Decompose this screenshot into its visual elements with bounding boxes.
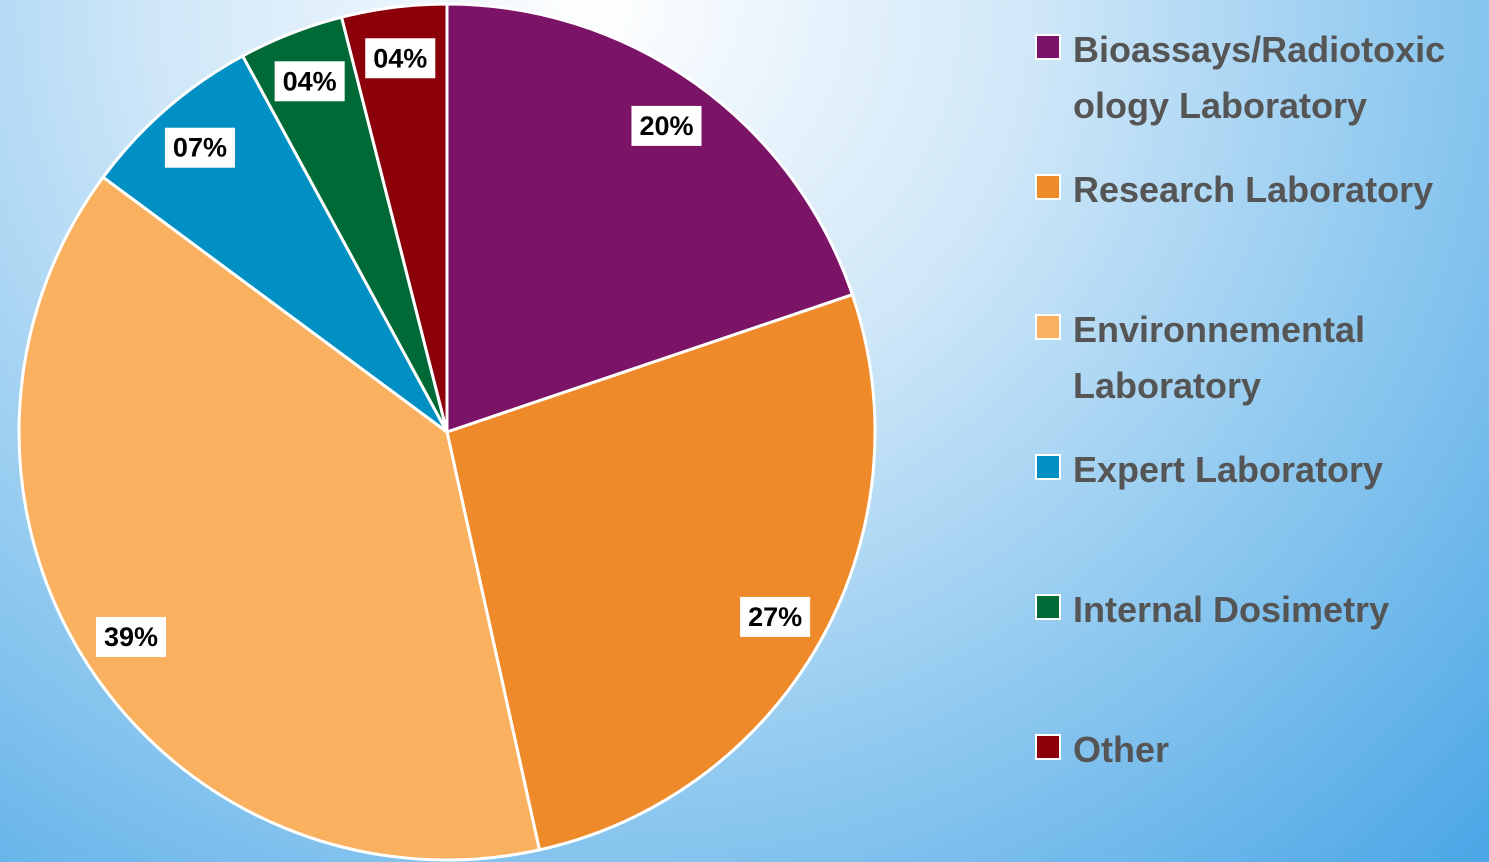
data-label-text: 20% xyxy=(639,111,693,141)
legend-swatch xyxy=(1035,174,1061,200)
pie-slice xyxy=(17,175,542,862)
data-label: 07% xyxy=(164,127,235,168)
data-label-box xyxy=(631,105,702,146)
legend-item: Internal Dosimetry xyxy=(1035,582,1463,638)
data-label: 04% xyxy=(365,38,436,79)
pie-slice xyxy=(445,292,877,852)
data-label-text: 39% xyxy=(104,622,158,652)
data-label: 39% xyxy=(95,616,167,657)
data-label-box xyxy=(274,61,345,102)
legend-label: Internal Dosimetry xyxy=(1073,589,1390,630)
legend-swatch xyxy=(1035,314,1061,340)
data-label-text: 27% xyxy=(748,602,802,632)
pie-slice xyxy=(339,2,449,433)
legend-item: Environnemental Laboratory xyxy=(1035,302,1463,414)
data-label-box xyxy=(95,616,167,657)
legend-swatch xyxy=(1035,454,1061,480)
legend-swatch xyxy=(1035,594,1061,620)
data-label: 04% xyxy=(274,61,345,102)
data-label-text: 04% xyxy=(373,43,427,73)
pie-slice xyxy=(445,2,855,435)
legend: Bioassays/Radiotoxicology Laboratory Rese… xyxy=(1035,0,1489,862)
legend-label: Environnemental Laboratory xyxy=(1073,309,1366,406)
legend-item: Bioassays/Radiotoxicology Laboratory xyxy=(1035,22,1463,134)
legend-label: Bioassays/Radiotoxicology Laboratory xyxy=(1073,29,1446,126)
legend-swatch xyxy=(1035,34,1061,60)
data-label: 20% xyxy=(631,105,702,146)
legend-item: Other xyxy=(1035,722,1463,778)
legend-label: Other xyxy=(1073,729,1170,770)
pie-chart: 20% 27% 39% 07% 04% 04% xyxy=(17,2,877,862)
data-label-box xyxy=(365,38,436,79)
legend-item: Expert Laboratory xyxy=(1035,442,1463,498)
data-label-box xyxy=(164,127,235,168)
data-label-text: 04% xyxy=(283,66,337,96)
legend-label: Expert Laboratory xyxy=(1073,449,1384,490)
legend-label: Research Laboratory xyxy=(1073,169,1434,210)
legend-swatch xyxy=(1035,734,1061,760)
data-label-text: 07% xyxy=(173,133,227,163)
legend-item: Research Laboratory xyxy=(1035,162,1463,218)
data-label: 27% xyxy=(740,596,811,637)
data-label-box xyxy=(740,596,811,637)
